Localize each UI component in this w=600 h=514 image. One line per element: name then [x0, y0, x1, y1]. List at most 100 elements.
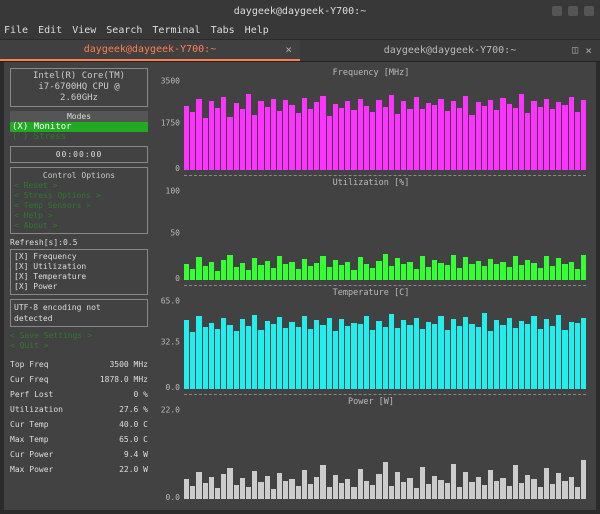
bar: [184, 479, 189, 499]
bar: [289, 105, 294, 170]
stat-row: Max Power22.0 W: [10, 462, 148, 477]
menu-terminal[interactable]: Terminal: [152, 25, 200, 36]
window-titlebar: daygeek@daygeek-Y700:~: [0, 0, 600, 22]
bar: [494, 110, 499, 169]
bar: [562, 264, 567, 279]
ctrl-temp-sensors[interactable]: < Temp Sensors >: [14, 201, 144, 211]
tab-close-icon[interactable]: ×: [585, 44, 592, 57]
stat-label: Perf Lost: [10, 387, 53, 402]
bar: [265, 261, 270, 280]
tab-label: daygeek@daygeek-Y700:~: [384, 45, 516, 56]
mode-stress[interactable]: ( ) Stress: [10, 132, 148, 142]
tab-extra-icon[interactable]: ◫: [572, 45, 578, 56]
bar: [246, 94, 251, 169]
bar: [407, 109, 412, 170]
bar: [302, 316, 307, 390]
bar: [451, 319, 456, 389]
bar: [283, 264, 288, 279]
bar: [314, 477, 319, 499]
bar: [395, 114, 400, 170]
bar: [370, 268, 375, 280]
bar: [562, 105, 567, 170]
mode-monitor[interactable]: (X) Monitor: [10, 122, 148, 132]
bar: [432, 324, 437, 389]
check-temperature[interactable]: [X] Temperature: [14, 272, 144, 282]
chart-area: 22.00.0: [152, 408, 590, 501]
bar: [283, 100, 288, 170]
tab-1[interactable]: daygeek@daygeek-Y700:~ ◫ ×: [300, 40, 600, 61]
bar: [395, 472, 400, 499]
ctrl-reset[interactable]: < Reset >: [14, 181, 144, 191]
bar: [482, 313, 487, 389]
menu-help[interactable]: Help: [245, 25, 269, 36]
bar: [556, 315, 561, 390]
bar: [283, 481, 288, 499]
bar: [196, 472, 201, 499]
bar: [556, 473, 561, 499]
bar: [265, 476, 270, 499]
check-power[interactable]: [X] Power: [14, 282, 144, 292]
modes-title: Modes: [10, 111, 148, 122]
bar: [184, 320, 189, 389]
menu-tabs[interactable]: Tabs: [211, 25, 235, 36]
bar: [581, 318, 586, 389]
bar: [420, 109, 425, 169]
bar: [525, 260, 530, 280]
bar: [401, 482, 406, 499]
bar: [407, 478, 412, 499]
bar: [476, 102, 481, 169]
bar: [252, 115, 257, 170]
bar: [271, 99, 276, 170]
bar: [445, 330, 450, 389]
bar: [221, 97, 226, 170]
menu-search[interactable]: Search: [106, 25, 142, 36]
cpu-line: 2.60GHz: [14, 93, 144, 104]
menu-edit[interactable]: Edit: [38, 25, 62, 36]
bar: [519, 265, 524, 279]
stat-row: Cur Temp40.0 C: [10, 417, 148, 432]
check-frequency[interactable]: [X] Frequency: [14, 252, 144, 262]
menu-view[interactable]: View: [72, 25, 96, 36]
bar: [414, 269, 419, 280]
bar: [203, 266, 208, 279]
ctrl-stress-options[interactable]: < Stress Options >: [14, 191, 144, 201]
bar: [507, 318, 512, 389]
chart-ylabels: 22.00.0: [150, 408, 180, 501]
menu-file[interactable]: File: [4, 25, 28, 36]
bar: [302, 259, 307, 279]
chart-title: Power [W]: [152, 397, 590, 407]
bar: [364, 316, 369, 389]
bar: [562, 330, 567, 389]
save-settings[interactable]: < Save Settings >: [10, 331, 148, 341]
bar: [345, 479, 350, 499]
check-utilization[interactable]: [X] Utilization: [14, 262, 144, 272]
tab-0[interactable]: daygeek@daygeek-Y700:~ ×: [0, 40, 300, 61]
bar: [569, 262, 574, 280]
bar: [308, 484, 313, 499]
bar: [234, 485, 239, 499]
bar: [246, 270, 251, 280]
ctrl-about[interactable]: < About >: [14, 221, 144, 231]
stat-row: Utilization27.6 %: [10, 402, 148, 417]
bar: [463, 472, 468, 500]
bar: [389, 314, 394, 389]
bar: [383, 327, 388, 389]
tab-close-icon[interactable]: ×: [285, 43, 292, 56]
bar: [258, 482, 263, 499]
quit[interactable]: < Quit >: [10, 341, 148, 351]
bar: [333, 475, 338, 499]
bar: [389, 266, 394, 279]
bar: [544, 256, 549, 279]
bar: [432, 260, 437, 280]
bar: [209, 323, 214, 390]
bar: [476, 327, 481, 389]
ylabel: 1750: [150, 118, 180, 127]
bar: [395, 258, 400, 279]
bar: [196, 257, 201, 279]
bar: [209, 477, 214, 499]
bar: [277, 473, 282, 499]
bar: [240, 263, 245, 280]
encoding-box: UTF-8 encoding not detected: [10, 299, 148, 327]
ctrl-help[interactable]: < Help >: [14, 211, 144, 221]
ylabel: 22.0: [150, 406, 180, 415]
